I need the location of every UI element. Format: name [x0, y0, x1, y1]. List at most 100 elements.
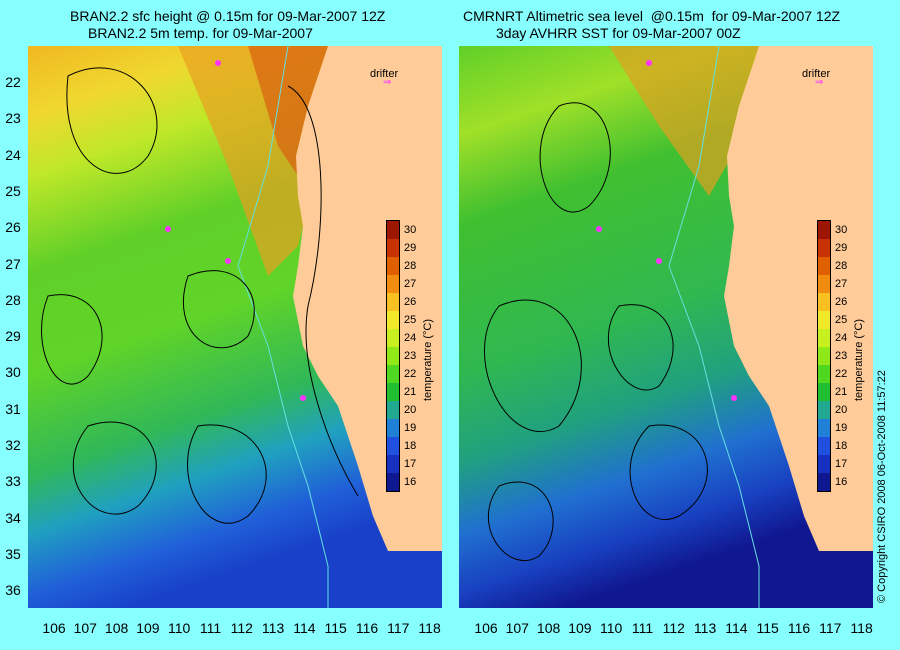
left-drifter-label: drifter	[370, 68, 399, 80]
colorbar-swatch	[387, 473, 399, 491]
left-drifter-arrow: ⇒	[383, 77, 392, 88]
longitude-label: 117	[819, 620, 842, 636]
longitude-label: 108	[536, 620, 561, 636]
drifter-point	[215, 60, 221, 66]
longitude-label: 113	[261, 620, 285, 636]
colorbar-swatch	[818, 473, 830, 491]
colorbar-tick-label: 24	[835, 332, 848, 344]
latitude-label: 27	[5, 255, 21, 272]
longitude-label: 109	[136, 620, 160, 636]
colorbar-tick-label: 19	[404, 422, 417, 434]
latitude-label: 26	[5, 219, 21, 236]
colorbar-swatch	[387, 275, 399, 293]
left-map-svg	[28, 46, 442, 608]
longitude-label: 113	[693, 620, 717, 636]
contour-4	[72, 421, 157, 515]
contour-2	[182, 270, 255, 349]
longitude-label: 118	[418, 620, 441, 636]
latitude-label: 29	[5, 328, 21, 345]
latitude-label: 25	[5, 182, 21, 199]
right-title-line2: 3day AVHRR SST for 09-Mar-2007 00Z	[496, 25, 741, 41]
latitude-label: 24	[5, 146, 21, 163]
longitude-label: 112	[230, 620, 253, 636]
right-drifter-label: drifter	[802, 68, 831, 80]
colorbar-swatch	[387, 455, 399, 473]
contour-1	[66, 67, 158, 174]
colorbar-tick-label: 24	[404, 332, 417, 344]
colorbar-swatch	[387, 311, 399, 329]
drifter-point	[656, 258, 662, 264]
colorbar-tick-label: 16	[835, 476, 848, 488]
contour-2	[483, 299, 582, 433]
colorbar-swatch	[818, 329, 830, 347]
colorbar-tick-label: 29	[404, 242, 417, 254]
colorbar-swatch	[818, 293, 830, 311]
longitude-label: 111	[199, 620, 222, 636]
longitude-label: 118	[850, 620, 873, 636]
longitude-label: 115	[324, 620, 347, 636]
drifter-point	[225, 258, 231, 264]
left-map-panel	[28, 46, 442, 608]
drifter-point	[300, 395, 306, 401]
longitude-label: 110	[600, 620, 623, 636]
drifter-point	[646, 60, 652, 66]
colorbar-swatch	[387, 239, 399, 257]
contour-1	[539, 102, 611, 213]
colorbar-tick-label: 17	[835, 458, 848, 470]
copyright: © Copyright CSIRO 2008 06-Oct-2008 11:57…	[876, 370, 888, 603]
colorbar-swatch	[387, 257, 399, 275]
colorbar-swatch	[818, 401, 830, 419]
contour-5	[187, 424, 267, 524]
colorbar-swatch	[387, 437, 399, 455]
colorbar-swatch	[387, 419, 399, 437]
colorbar-tick-label: 21	[404, 386, 417, 398]
bathymetry-line	[668, 46, 760, 608]
colorbar-swatch	[387, 365, 399, 383]
longitude-label: 107	[505, 620, 529, 636]
colorbar-tick-label: 28	[835, 260, 848, 272]
colorbar-swatch	[818, 311, 830, 329]
colorbar-swatch	[387, 329, 399, 347]
longitude-label: 106	[42, 620, 66, 636]
right-title-line1: CMRNRT Altimetric sea level @0.15m for 0…	[463, 8, 841, 24]
colorbar-tick-label: 25	[835, 314, 848, 326]
longitude-label: 114	[725, 620, 748, 636]
colorbar-tick-label: 18	[835, 440, 848, 452]
colorbar-title: temperature (°C)	[422, 318, 434, 401]
colorbar-frame	[386, 220, 400, 492]
colorbar-frame	[817, 220, 831, 492]
colorbar-tick-label: 22	[835, 368, 848, 380]
colorbar-swatch	[387, 221, 399, 239]
colorbar-tick-label: 29	[835, 242, 848, 254]
contour-3	[607, 304, 674, 391]
drifter-point	[165, 226, 171, 232]
land	[293, 46, 442, 551]
colorbar-tick-label: 22	[404, 368, 417, 380]
colorbar-tick-label: 30	[404, 224, 417, 236]
warm-north-region	[609, 46, 759, 196]
latitude-label: 34	[5, 509, 21, 526]
drifter-point	[731, 395, 737, 401]
latitude-label: 36	[5, 582, 21, 599]
longitude-label: 108	[104, 620, 129, 636]
colorbar-tick-label: 26	[835, 296, 848, 308]
latitude-label: 31	[5, 400, 21, 417]
colorbar-swatch	[387, 383, 399, 401]
colorbar-tick-label: 18	[404, 440, 417, 452]
colorbar-tick-label: 27	[835, 278, 848, 290]
colorbar-tick-label: 20	[404, 404, 417, 416]
latitude-label: 30	[5, 364, 21, 381]
right-map-panel	[459, 46, 873, 608]
contour-5	[629, 424, 708, 520]
latitude-label: 33	[5, 473, 21, 490]
latitude-label: 22	[5, 74, 21, 90]
colorbar-swatch	[387, 401, 399, 419]
colorbar-tick-label: 17	[404, 458, 417, 470]
colorbar-tick-label: 23	[835, 350, 848, 362]
colorbar-swatch	[818, 365, 830, 383]
longitude-label: 111	[631, 620, 654, 636]
colorbar-tick-label: 19	[835, 422, 848, 434]
colorbar-swatch	[387, 293, 399, 311]
colorbar-swatch	[818, 221, 830, 239]
latitude-label: 23	[5, 110, 21, 127]
